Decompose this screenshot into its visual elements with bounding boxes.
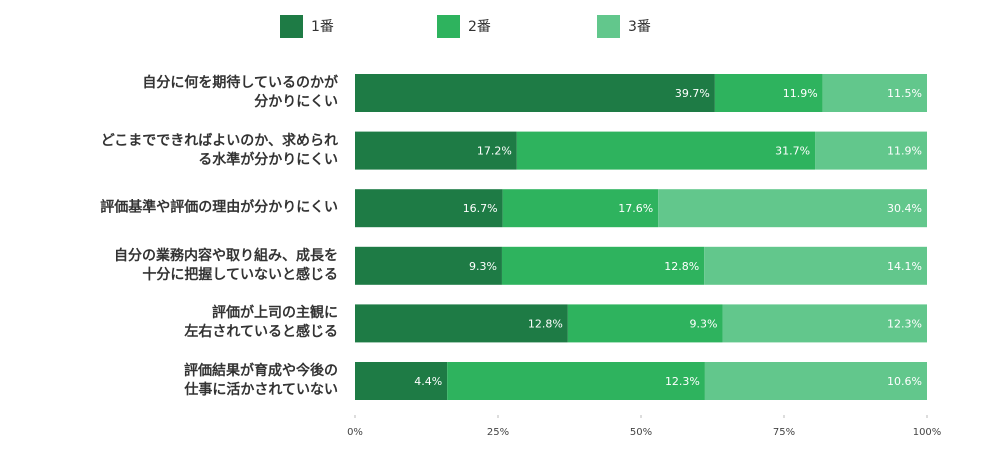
value-label: 39.7% bbox=[675, 87, 710, 100]
legend-swatch bbox=[437, 15, 460, 38]
legend-label: 3番 bbox=[628, 19, 651, 35]
value-label: 12.8% bbox=[664, 260, 699, 273]
bar-segment bbox=[516, 131, 816, 170]
value-label: 12.3% bbox=[887, 317, 922, 330]
bar-segment bbox=[567, 304, 723, 343]
value-label: 14.1% bbox=[887, 260, 922, 273]
category-label: 自分に何を期待しているのかが 分かりにくい bbox=[142, 75, 338, 110]
value-label: 11.5% bbox=[887, 87, 922, 100]
value-label: 11.9% bbox=[887, 145, 922, 158]
category-label: どこまでできればよいのか、求められ る水準が分かりにくい bbox=[100, 132, 338, 168]
legend-swatch bbox=[280, 15, 303, 38]
x-tick-label: 25% bbox=[487, 427, 509, 438]
x-tick-label: 75% bbox=[773, 427, 795, 438]
value-label: 11.9% bbox=[783, 87, 818, 100]
value-label: 30.4% bbox=[887, 202, 922, 215]
bar-segment bbox=[355, 304, 568, 343]
value-label: 10.6% bbox=[887, 375, 922, 388]
category-label: 評価が上司の主観に 左右されていると感じる bbox=[184, 305, 338, 341]
value-label: 17.2% bbox=[477, 145, 512, 158]
bar-segment bbox=[355, 246, 502, 285]
bar-segment bbox=[704, 246, 927, 285]
value-label: 12.3% bbox=[665, 375, 700, 388]
bar-segment bbox=[501, 246, 705, 285]
value-label: 9.3% bbox=[469, 260, 497, 273]
legend-label: 1番 bbox=[311, 19, 334, 35]
legend-swatch bbox=[597, 15, 620, 38]
value-label: 31.7% bbox=[775, 145, 810, 158]
bar-segment bbox=[722, 304, 927, 343]
bar-segment bbox=[447, 362, 705, 400]
x-tick-label: 100% bbox=[913, 427, 942, 438]
value-label: 12.8% bbox=[528, 317, 563, 330]
legend-label: 2番 bbox=[468, 19, 491, 35]
bar-segment bbox=[815, 131, 927, 170]
bar-segment bbox=[355, 131, 517, 170]
category-label: 自分の業務内容や取り組み、成長を 十分に把握していないと感じる bbox=[114, 247, 338, 283]
bar-segment bbox=[355, 189, 503, 228]
bar-segment bbox=[355, 362, 448, 400]
value-label: 17.6% bbox=[618, 202, 653, 215]
bar-segment bbox=[502, 189, 659, 228]
value-label: 9.3% bbox=[690, 317, 718, 330]
value-label: 4.4% bbox=[414, 375, 442, 388]
bar-segment bbox=[658, 189, 927, 228]
category-label: 評価基準や評価の理由が分かりにくい bbox=[100, 199, 338, 216]
bar-segment bbox=[704, 362, 927, 400]
bar-segment bbox=[355, 74, 715, 112]
value-label: 16.7% bbox=[463, 202, 498, 215]
bar-segment bbox=[714, 74, 823, 112]
x-tick-label: 50% bbox=[630, 427, 652, 438]
x-tick-label: 0% bbox=[347, 427, 363, 438]
bar-segment bbox=[822, 74, 927, 112]
category-label: 評価結果が育成や今後の 仕事に活かされていない bbox=[184, 363, 338, 398]
